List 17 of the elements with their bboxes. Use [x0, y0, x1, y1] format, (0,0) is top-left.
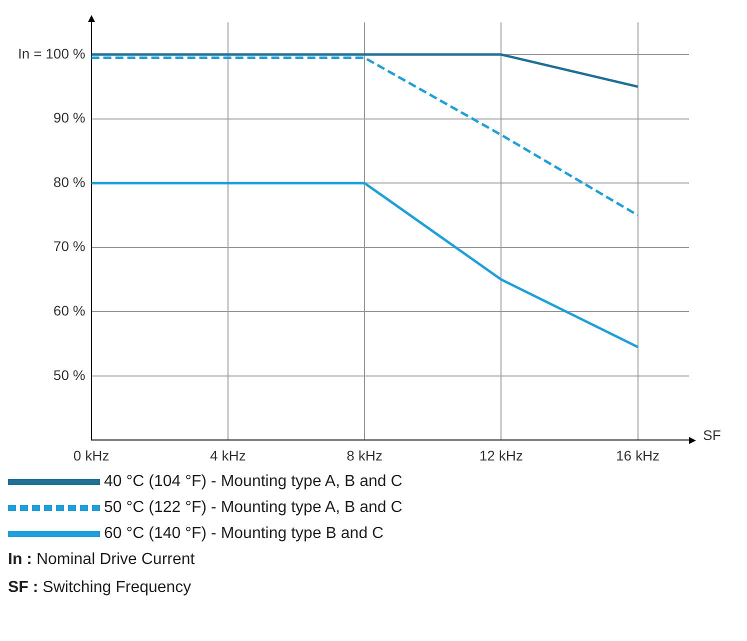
x-tick-label: 4 kHz [210, 447, 246, 464]
text: In : Nominal Drive Current [8, 551, 195, 568]
legend-label: 40 °C (104 °F) - Mounting type A, B and C [104, 473, 402, 491]
x-tick-label: 8 kHz [346, 447, 382, 464]
y-tick-label: 70 % [53, 238, 86, 254]
x-axis-title: SF [703, 427, 721, 444]
legend-label: 50 °C (122 °F) - Mounting type A, B and C [104, 499, 402, 517]
y-tick-label: 90 % [53, 110, 86, 126]
x-tick-label: 12 kHz [479, 447, 523, 464]
x-tick-label: 0 kHz [73, 447, 110, 464]
text: SF : Switching Frequency [8, 579, 192, 596]
y-tick-label: 60 % [53, 302, 86, 319]
y-tick-label: 50 % [53, 366, 86, 383]
legend-label: 60 °C (140 °F) - Mounting type B and C [104, 525, 384, 543]
y-tick-label: In = 100 % [18, 45, 86, 62]
y-tick-label: 80 % [53, 174, 86, 190]
x-tick-label: 16 kHz [616, 447, 660, 464]
